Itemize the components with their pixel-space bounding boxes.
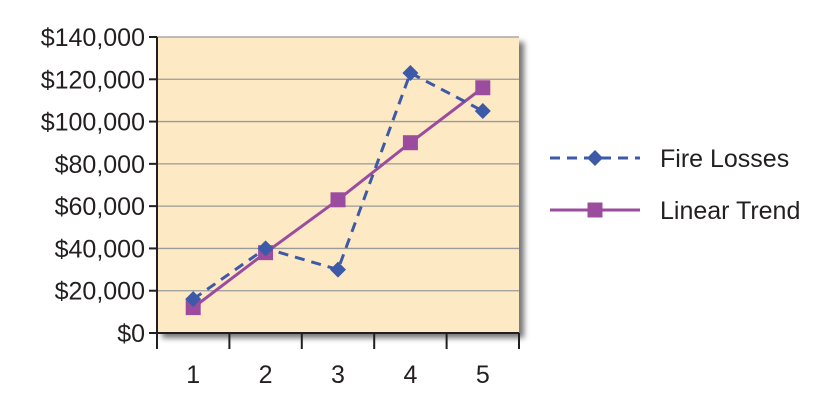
linear-trend-point bbox=[330, 192, 346, 208]
y-tick-label: $140,000 bbox=[41, 24, 145, 52]
plot-area bbox=[157, 37, 519, 333]
legend: Fire Losses Linear Trend bbox=[550, 145, 800, 225]
fire-losses-point bbox=[474, 103, 491, 119]
x-tick-label: 1 bbox=[186, 361, 200, 389]
y-tick-label: $100,000 bbox=[41, 109, 145, 137]
x-tick-label: 2 bbox=[259, 361, 273, 389]
x-tick-label: 5 bbox=[476, 361, 490, 389]
linear-trend-point bbox=[475, 80, 491, 96]
linear-trend-point bbox=[185, 300, 201, 316]
fire-losses-point bbox=[402, 64, 419, 81]
x-tick-label: 3 bbox=[331, 361, 345, 389]
y-tick-label: $0 bbox=[117, 320, 145, 348]
y-axis-tick-labels: $0 $20,000 $40,000 $60,000 $80,000 $100,000 $1… bbox=[41, 24, 145, 348]
axes bbox=[149, 36, 520, 349]
fire-losses-line bbox=[192, 71, 484, 301]
y-tick-label: $120,000 bbox=[41, 66, 145, 94]
x-tick-label: 4 bbox=[403, 361, 417, 389]
series-linear-trend bbox=[185, 80, 491, 316]
legend-fire-losses-label: Fire Losses bbox=[660, 145, 789, 173]
y-tick-label: $60,000 bbox=[55, 193, 145, 221]
x-axis-tick-labels: 1 2 3 4 5 bbox=[186, 361, 490, 389]
fire-losses-point bbox=[185, 291, 202, 308]
legend-fire-losses-marker bbox=[587, 150, 603, 166]
fire-losses-point bbox=[257, 240, 274, 257]
linear-trend-point bbox=[402, 135, 418, 151]
legend-linear-trend-marker bbox=[587, 202, 603, 218]
series-layer bbox=[185, 64, 491, 316]
legend-linear-trend-label: Linear Trend bbox=[660, 197, 800, 225]
series-fire-losses bbox=[185, 64, 491, 308]
fire-losses-point bbox=[330, 261, 346, 278]
y-tick-label: $20,000 bbox=[55, 278, 145, 306]
y-tick-label: $80,000 bbox=[55, 151, 145, 179]
y-tick-label: $40,000 bbox=[55, 235, 145, 263]
